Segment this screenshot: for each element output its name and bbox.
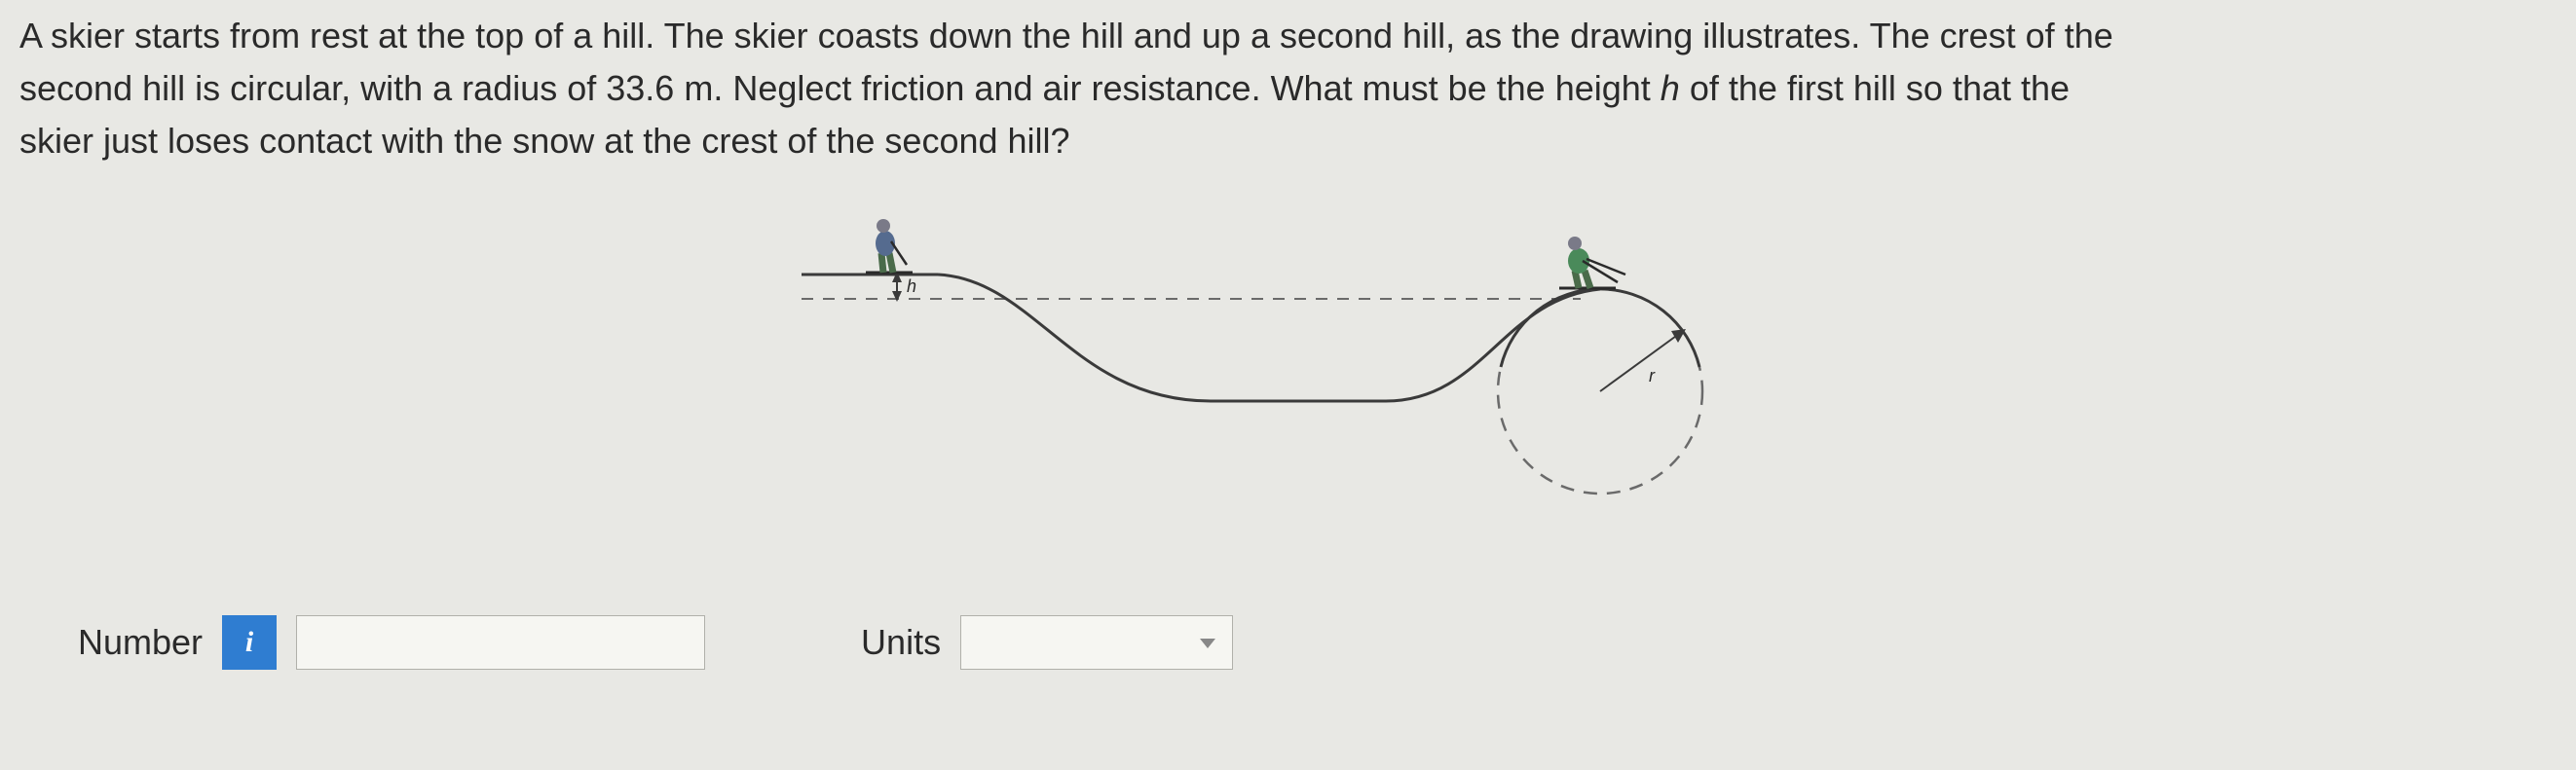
answer-row: Number i Units (78, 615, 2557, 670)
question-line2b: of the first hill so that the (1680, 68, 2070, 108)
skier2-body (1568, 248, 1589, 274)
skier1-leg2 (889, 253, 893, 273)
radius-arrowhead (1671, 329, 1686, 343)
question-line1: A skier starts from rest at the top of a… (19, 16, 2113, 55)
info-button[interactable]: i (222, 615, 277, 670)
skier1-head (877, 219, 890, 233)
units-label: Units (861, 622, 941, 663)
diagram-container: h r (19, 206, 2557, 557)
number-label: Number (78, 622, 203, 663)
hill-profile (938, 275, 1600, 401)
units-select[interactable] (960, 615, 1233, 670)
question-text: A skier starts from rest at the top of a… (19, 10, 2557, 167)
radius-line (1600, 331, 1683, 391)
h-label: h (907, 276, 916, 296)
diagram: h r (802, 206, 1775, 557)
skier1-leg1 (881, 253, 883, 273)
r-label: r (1649, 366, 1656, 385)
variable-h: h (1661, 68, 1680, 108)
skier-2 (1559, 237, 1625, 288)
skier2-leg2 (1585, 271, 1590, 288)
number-input[interactable] (296, 615, 705, 670)
crest-arc (1501, 289, 1699, 367)
skier2-head (1568, 237, 1582, 250)
skier-1 (866, 219, 913, 273)
h-arrow-down (892, 291, 902, 302)
units-select-wrap (960, 615, 1233, 670)
question-line2a: second hill is circular, with a radius o… (19, 68, 1661, 108)
diagram-svg: h r (802, 206, 1775, 557)
question-line3: skier just loses contact with the snow a… (19, 121, 1070, 161)
